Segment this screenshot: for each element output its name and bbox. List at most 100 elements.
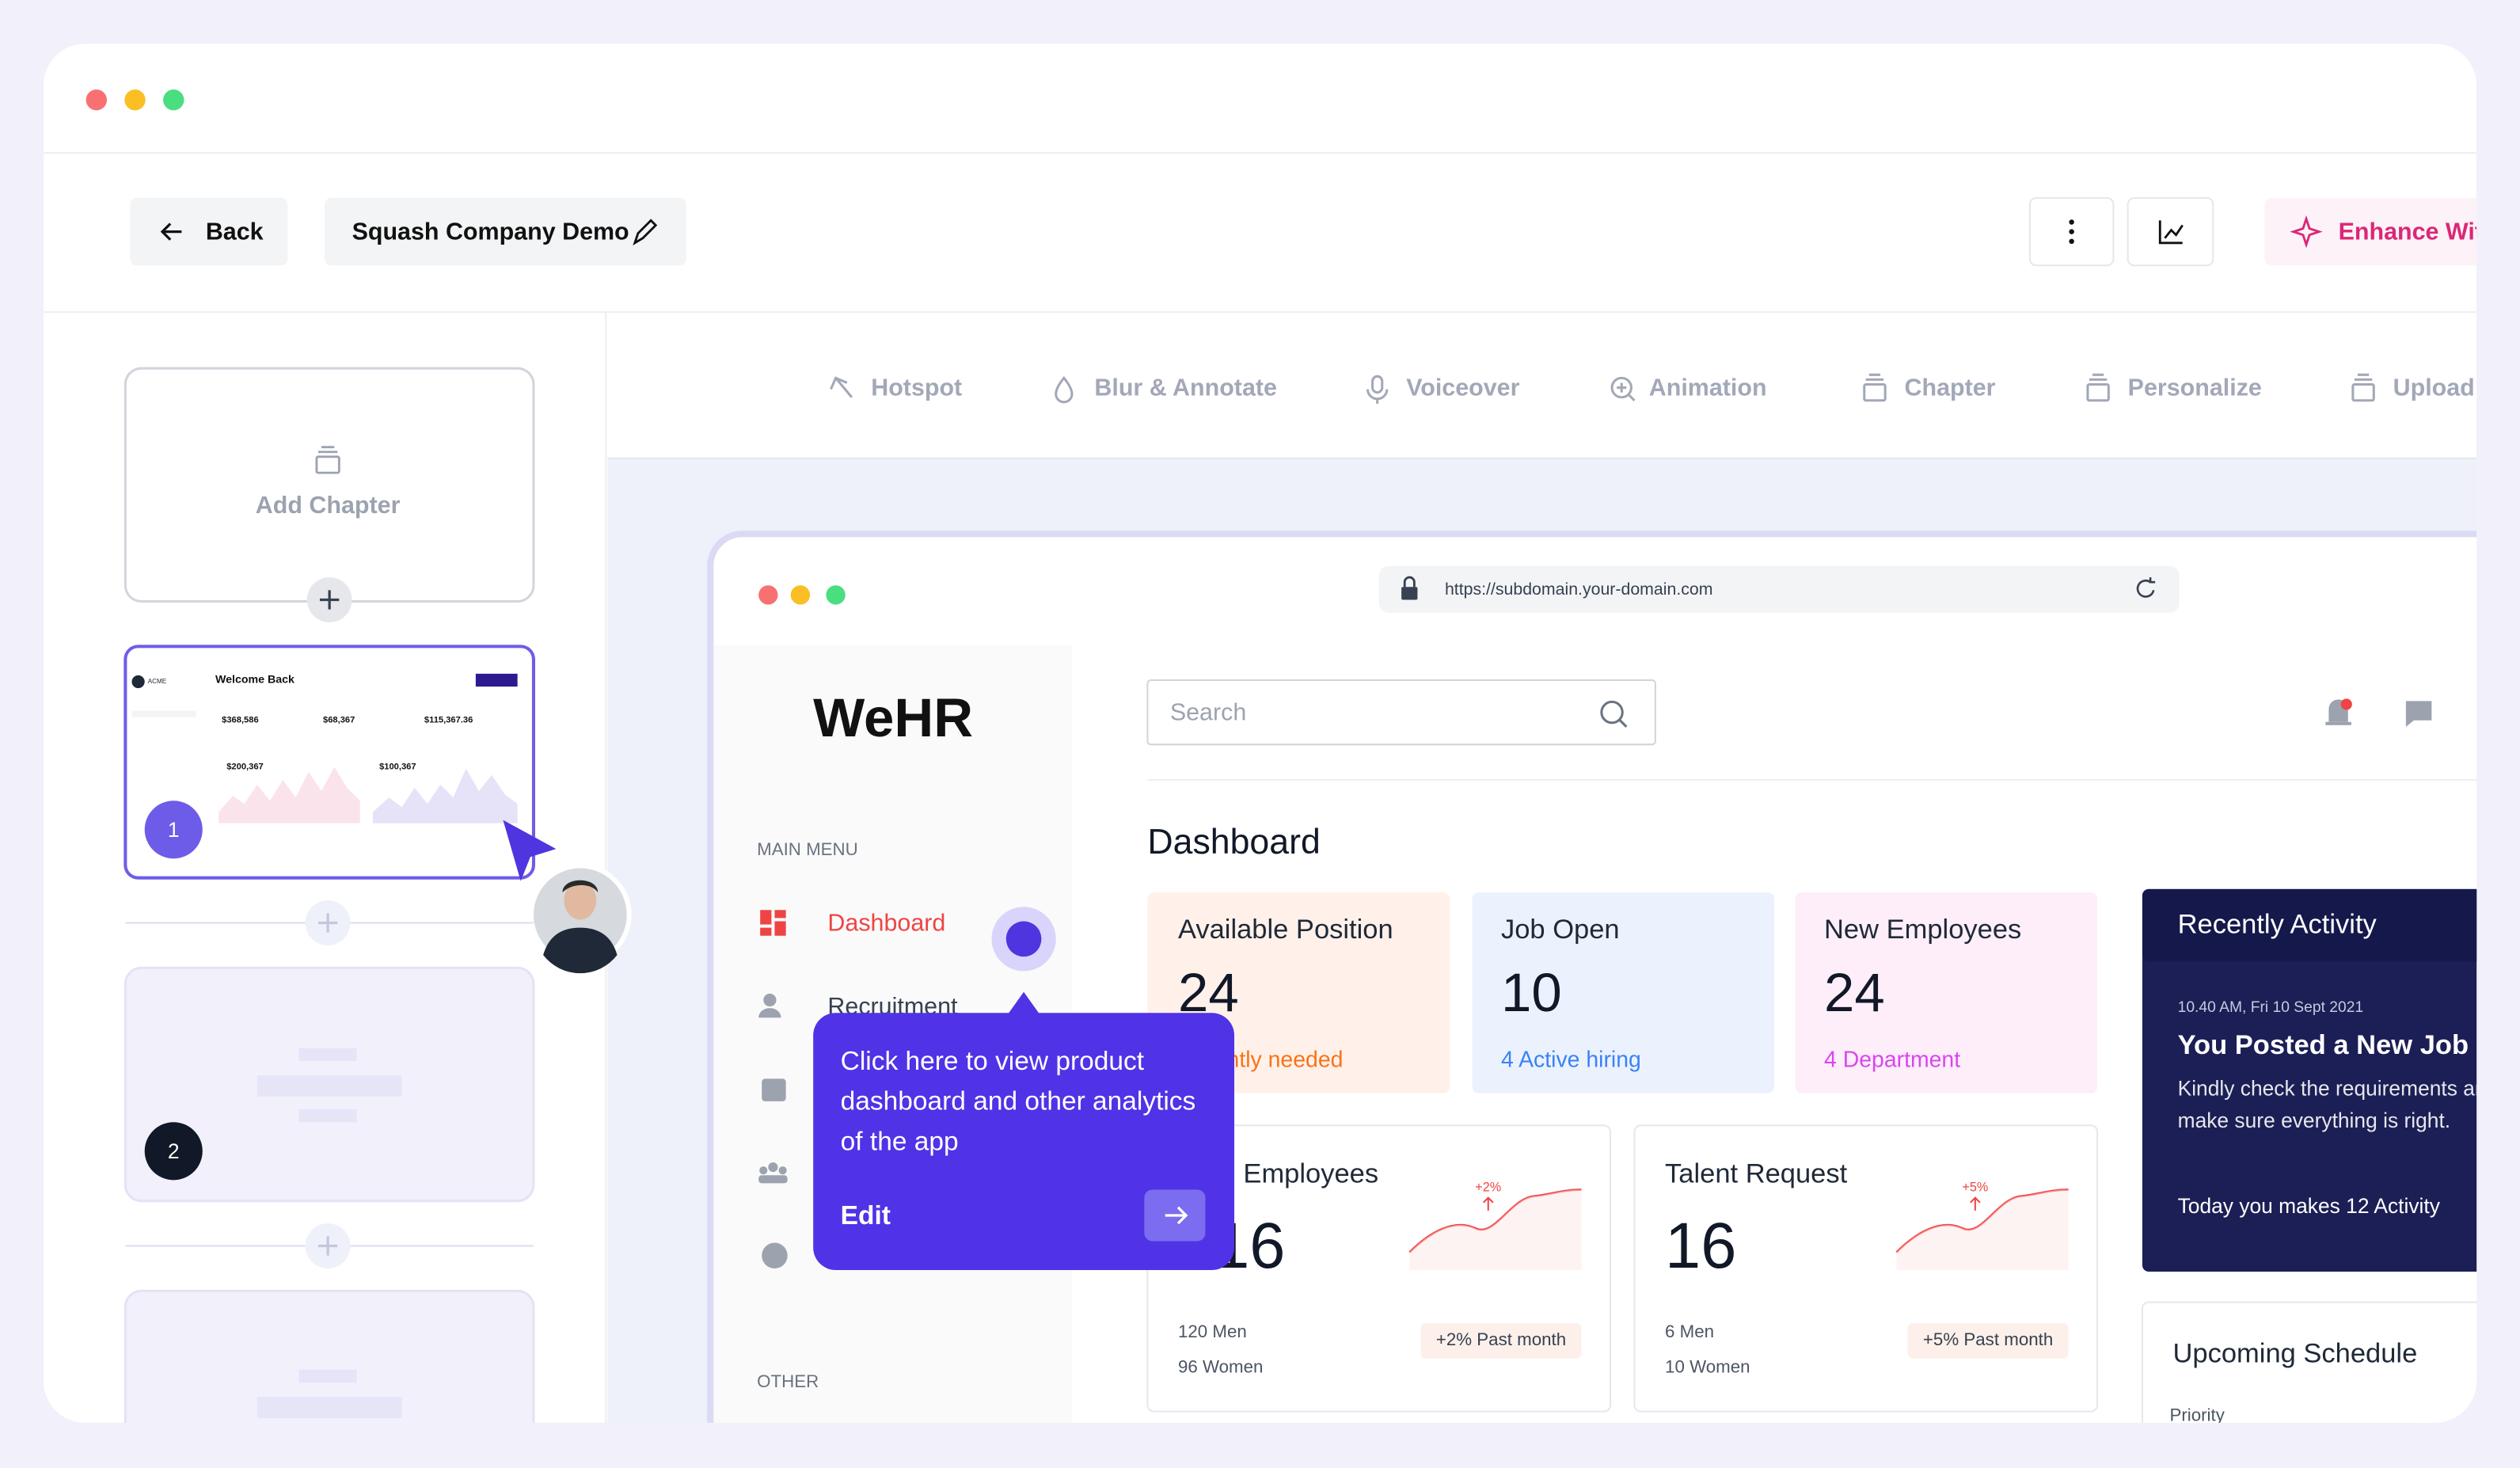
hotspot[interactable] [991,907,1056,972]
metric-badge: +2% Past month [1436,1329,1566,1349]
stat-value: 24 [1824,962,1885,1023]
thumb-figure: $368,586 [222,716,259,725]
metric-men: 6 Men [1665,1322,1714,1341]
stat-title: Available Position [1178,915,1393,945]
search-placeholder: Search [1170,699,1246,726]
stat-note: 4 Active hiring [1501,1048,1641,1073]
activity-footer: Today you makes 12 Activity [2178,1194,2441,1218]
demo-title: Squash Company Demo [352,219,629,245]
metric-badge: +5% Past month [1923,1329,2053,1349]
thumb-figure: $200,367 [226,763,264,772]
stat-title: New Employees [1824,915,2021,945]
demo-browser: https://subdomain.your-domain.com WeHR M… [707,531,2499,1425]
insert-button[interactable] [305,900,351,945]
metric-card: Talent Request 16 +5% 6 Men 10 Women +5%… [1633,1124,2099,1413]
metric-women: 96 Women [1178,1357,1264,1377]
tooltip-text: dashboard and other analytics [841,1087,1196,1116]
tooltip-text: of the app [841,1127,959,1156]
metric-change: +5% [1962,1181,1988,1195]
tool[interactable]: Voiceover [1366,375,1520,404]
add-chapter[interactable]: Add Chapter [124,367,535,603]
activity-body: make sure everything is right. [2178,1109,2451,1132]
metric-title: Talent Request [1665,1158,1848,1188]
app-logo: WeHR [813,687,973,748]
enhance-button[interactable]: Enhance With [2264,198,2520,266]
back-button[interactable]: Back [130,198,288,266]
tool-label: Personalize [2128,375,2262,401]
menu-label: Dashboard [827,910,945,937]
menu-icon[interactable] [758,1162,788,1184]
tool[interactable]: Upload [2351,373,2475,402]
stat-card: Job Open 10 4 Active hiring [1472,892,1775,1093]
step-number: 2 [168,1139,180,1163]
tool-label: Hotspot [871,375,962,401]
chapter-list: Add Chapter ACME Welcome Back $368,586 $… [124,367,632,1468]
tooltip-action[interactable]: Edit [841,1201,891,1230]
tool[interactable]: Chapter [1863,373,1996,402]
analytics-button[interactable] [2127,196,2214,267]
stat-title: Job Open [1501,915,1620,945]
avatar [528,863,632,974]
notifications[interactable] [2325,698,2352,725]
tool-label: Blur & Annotate [1094,375,1277,401]
window: Back Squash Company Demo Enhance With Ho… [43,44,2520,1468]
step-card[interactable]: ACME Welcome Back $368,586 $68,367 $115,… [124,645,535,880]
step-number: 1 [168,818,180,842]
insert-button[interactable] [305,1223,351,1268]
metric-women: 10 Women [1665,1357,1750,1377]
tooltip-text: Click here to view product [841,1047,1145,1076]
metric-men: 120 Men [1178,1322,1247,1341]
thumb-figure: $115,367.36 [424,716,473,725]
add-chapter-label: Add Chapter [256,492,401,519]
tool[interactable]: Personalize [2086,373,2262,402]
schedule-label: Priority [2169,1405,2225,1425]
thumb-figure: $100,367 [379,763,416,772]
url: https://subdomain.your-domain.com [1445,580,1713,599]
tool[interactable]: Hotspot [830,375,962,401]
tool-label: Upload [2393,375,2475,401]
title-button[interactable]: Squash Company Demo [325,198,686,266]
activity-headline: You Posted a New Job [2178,1030,2469,1060]
stat-value: 10 [1501,962,1562,1023]
enhance-label: Enhance With [2339,219,2498,245]
tool-label: Chapter [1905,375,1996,401]
schedule-title: Upcoming Schedule [2173,1339,2418,1369]
menu-heading: MAIN MENU [757,839,858,859]
step-card[interactable]: 2 [124,966,535,1203]
close-dot[interactable] [86,89,107,111]
activity-card: Recently Activity 10.40 AM, Fri 10 Sept … [2142,888,2499,1272]
activity-title: Recently Activity [2178,910,2377,940]
metric-change: +2% [1475,1181,1501,1195]
page-title: Dashboard [1147,823,1320,861]
more-button[interactable] [2028,196,2115,267]
messages[interactable] [2405,701,2432,727]
stat-note: 4 Department [1824,1048,1960,1073]
schedule-card: Upcoming Schedule Priority [2141,1301,2477,1425]
metric-value: 16 [1665,1211,1736,1282]
maximize-dot[interactable] [163,89,184,111]
tool-label: Voiceover [1406,375,1519,401]
tool[interactable]: Blur & Annotate [1055,375,1277,404]
activity-time: 10.40 AM, Fri 10 Sept 2021 [2178,999,2364,1016]
step-card[interactable] [124,1289,535,1468]
activity-body: Kindly check the requirements and [2178,1077,2499,1101]
tool[interactable]: Animation [1610,375,1767,401]
minimize-dot[interactable] [124,89,146,111]
thumb-figure: $68,367 [323,716,355,725]
stat-card: New Employees 24 4 Department [1795,892,2098,1093]
thumb-brand: ACME [148,678,167,685]
insert-button[interactable] [306,577,352,622]
menu-icon[interactable] [762,1242,788,1268]
toolbar: Hotspot Blur & Annotate Voiceover Animat… [830,373,2475,404]
tool-label: Animation [1649,375,1767,401]
next-button[interactable] [1144,1189,1206,1242]
search-box[interactable]: Search [1146,679,1656,746]
url-bar[interactable]: https://subdomain.your-domain.com [1378,565,2180,613]
other-heading: OTHER [757,1371,819,1391]
menu-item[interactable]: Dashboard [760,910,945,937]
tooltip: Click here to view product dashboard and… [813,991,1235,1270]
menu-icon[interactable] [762,1078,786,1101]
thumb-greeting: Welcome Back [215,674,295,686]
back-label: Back [206,219,264,245]
